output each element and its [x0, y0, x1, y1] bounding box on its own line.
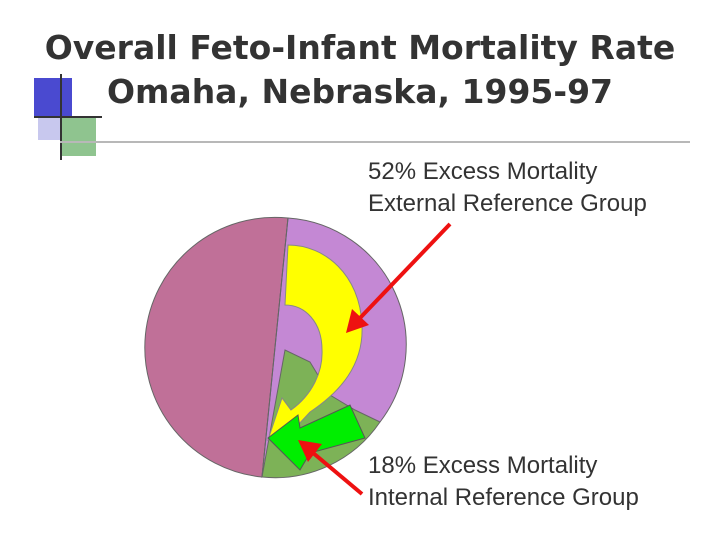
external-reference-annotation: 52% Excess Mortality External Reference …	[368, 156, 647, 220]
yellow-arrow	[267, 244, 363, 441]
red-arrow-internal-head	[298, 440, 322, 462]
internal-line-1: 18% Excess Mortality	[368, 452, 598, 479]
internal-line-2: Internal Reference Group	[368, 484, 639, 511]
decor-green-square	[60, 116, 96, 156]
decor-lavender-square	[38, 116, 60, 140]
decor-blue-square	[34, 78, 72, 118]
pink-segment	[144, 216, 289, 478]
title-rule	[60, 141, 690, 143]
divider-line	[261, 217, 289, 478]
red-arrow-external-head	[346, 309, 369, 333]
red-arrow-internal-line	[310, 450, 364, 496]
red-arrow-external-line	[358, 222, 452, 320]
external-line-1: 52% Excess Mortality	[368, 158, 598, 185]
green-arrow	[267, 404, 366, 471]
title-line-2: Omaha, Nebraska, 1995-97	[106, 72, 613, 111]
title-line-1: Overall Feto-Infant Mortality Rate	[44, 28, 676, 67]
internal-reference-annotation: 18% Excess Mortality Internal Reference …	[368, 450, 639, 514]
decor-horizontal-line	[34, 116, 102, 118]
slide-title: Overall Feto-Infant Mortality Rate Omaha…	[0, 26, 720, 114]
external-line-2: External Reference Group	[368, 190, 647, 217]
